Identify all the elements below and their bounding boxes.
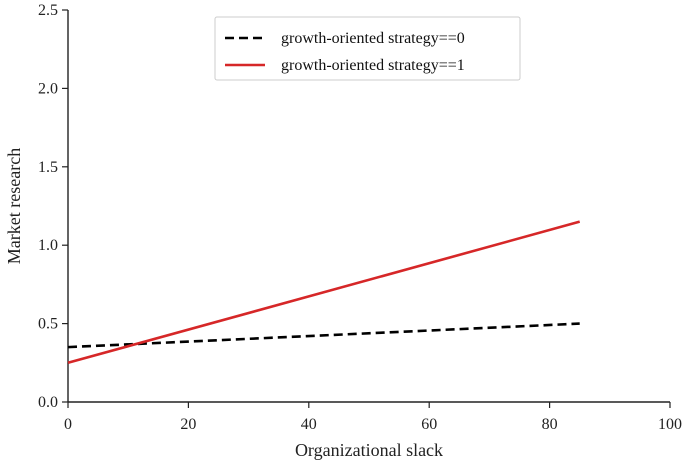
y-tick-label: 1.0 [38, 237, 58, 254]
series-layer [67, 220, 581, 365]
x-tick-label: 100 [658, 416, 682, 433]
legend-label-series-0: growth-oriented strategy==0 [281, 30, 465, 47]
x-tick-label: 80 [542, 416, 558, 433]
y-tick-label: 1.5 [38, 159, 58, 176]
y-tick-label: 2.5 [38, 2, 58, 19]
y-tick-label: 2.0 [38, 80, 58, 97]
y-tick-label: 0.5 [38, 316, 58, 333]
y-axis-ticks: 0.0 0.5 1.0 1.5 2.0 2.5 [38, 2, 68, 411]
x-tick-label: 40 [301, 416, 317, 433]
y-axis-label: Market research [4, 148, 24, 264]
series-line-0 [67, 322, 580, 349]
x-tick-label: 20 [180, 416, 196, 433]
legend: growth-oriented strategy==0 growth-orien… [214, 16, 521, 81]
x-tick-label: 0 [64, 416, 72, 433]
legend-label-series-1: growth-oriented strategy==1 [281, 57, 465, 74]
plot-area [67, 10, 670, 403]
x-tick-label: 60 [421, 416, 437, 433]
x-axis-ticks: 0 20 40 60 80 100 [64, 402, 682, 433]
series-line-1 [67, 220, 581, 365]
legend-box [214, 16, 521, 81]
y-tick-label: 0.0 [38, 394, 58, 411]
x-axis-label: Organizational slack [295, 440, 443, 460]
